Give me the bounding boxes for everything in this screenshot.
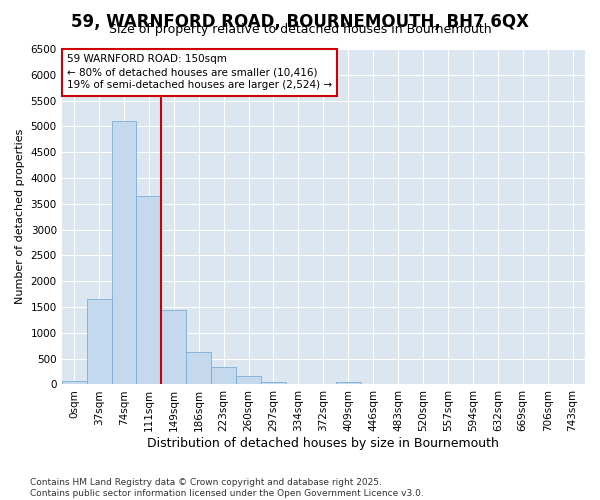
Y-axis label: Number of detached properties: Number of detached properties [15,129,25,304]
Bar [62,381,86,384]
Bar [186,352,211,384]
Bar [161,310,186,384]
Bar [236,376,261,384]
Bar [136,196,161,384]
Bar [86,300,112,384]
Bar [211,368,236,384]
Text: 59 WARNFORD ROAD: 150sqm
← 80% of detached houses are smaller (10,416)
19% of se: 59 WARNFORD ROAD: 150sqm ← 80% of detach… [67,54,332,90]
Bar [336,382,361,384]
Text: Contains HM Land Registry data © Crown copyright and database right 2025.
Contai: Contains HM Land Registry data © Crown c… [30,478,424,498]
Text: 59, WARNFORD ROAD, BOURNEMOUTH, BH7 6QX: 59, WARNFORD ROAD, BOURNEMOUTH, BH7 6QX [71,12,529,30]
Text: Size of property relative to detached houses in Bournemouth: Size of property relative to detached ho… [109,22,491,36]
Bar [261,382,286,384]
Bar [112,122,136,384]
X-axis label: Distribution of detached houses by size in Bournemouth: Distribution of detached houses by size … [148,437,499,450]
